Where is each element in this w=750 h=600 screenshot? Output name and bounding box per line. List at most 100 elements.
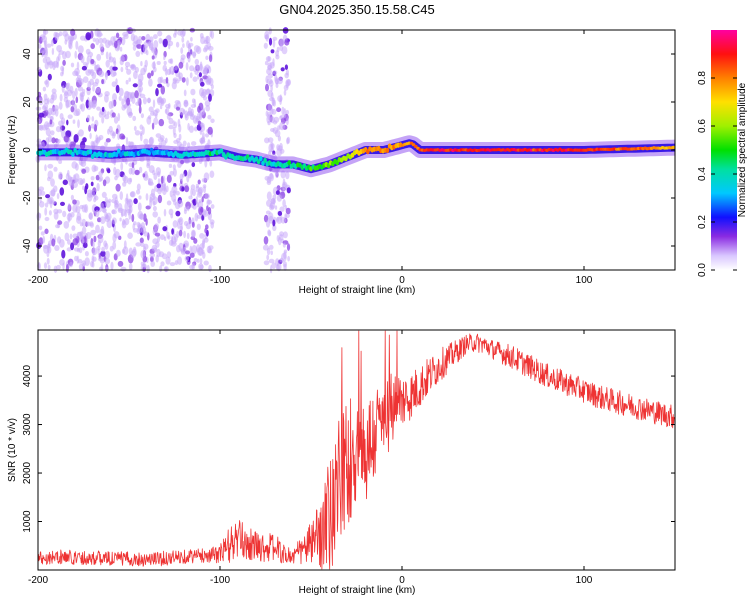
noise-blob — [204, 44, 209, 51]
noise-blob — [199, 233, 205, 239]
noise-blob — [38, 237, 44, 246]
noise-blob — [286, 117, 289, 126]
noise-blob — [197, 188, 203, 196]
noise-blob — [182, 28, 186, 37]
noise-blob — [117, 112, 121, 122]
noise-blob — [281, 106, 285, 115]
noise-blob — [173, 198, 177, 206]
noise-blob — [183, 230, 187, 239]
noise-blob — [157, 216, 161, 224]
noise-blob — [124, 217, 130, 226]
noise-blob — [186, 232, 190, 240]
noise-blob — [268, 258, 275, 264]
noise-blob — [156, 97, 162, 104]
noise-blob — [77, 45, 84, 54]
noise-blob — [198, 72, 202, 78]
noise-blob — [58, 174, 62, 180]
noise-blob — [43, 29, 47, 37]
noise-blob — [121, 248, 126, 254]
noise-blob — [267, 56, 271, 62]
noise-blob — [89, 189, 96, 198]
noise-blob — [150, 260, 155, 267]
noise-blob — [72, 119, 76, 124]
noise-blob — [111, 209, 116, 215]
noise-blob — [104, 72, 109, 78]
noise-blob — [39, 47, 46, 55]
noise-blob — [279, 94, 282, 103]
noise-blob — [196, 214, 202, 219]
noise-blob — [177, 256, 183, 265]
noise-blob — [142, 97, 147, 105]
spectrogram-ridge-layer — [33, 135, 680, 178]
colorbar-label: Normalized spectral amplitude — [737, 82, 748, 217]
colorbar-tick-label: 0.6 — [697, 119, 708, 133]
noise-blob — [274, 205, 278, 210]
noise-blob — [150, 188, 156, 198]
noise-blob — [43, 93, 48, 101]
noise-blob — [51, 137, 56, 144]
noise-blob — [178, 76, 182, 82]
noise-blob — [155, 254, 159, 263]
noise-blob — [90, 58, 95, 65]
noise-blob — [45, 79, 50, 88]
noise-blob — [83, 242, 88, 249]
noise-blob — [72, 238, 79, 246]
noise-blob — [191, 141, 197, 146]
noise-blob — [92, 241, 95, 248]
noise-blob — [181, 77, 186, 83]
noise-blob — [38, 186, 45, 192]
noise-blob — [64, 33, 70, 42]
noise-blob — [202, 132, 205, 140]
noise-blob — [44, 44, 48, 53]
snr-line-layer — [37, 330, 676, 570]
noise-blob — [175, 210, 181, 217]
noise-blob — [183, 109, 186, 115]
noise-blob — [132, 83, 138, 88]
noise-blob — [194, 64, 199, 70]
noise-blob — [159, 265, 163, 273]
noise-blob — [207, 199, 213, 205]
noise-blob — [47, 264, 51, 270]
noise-blob — [179, 173, 184, 182]
noise-blob — [206, 245, 212, 254]
noise-blob — [41, 124, 48, 131]
noise-blob — [47, 134, 52, 143]
noise-blob — [96, 53, 102, 61]
noise-blob — [101, 191, 107, 198]
noise-blob — [62, 59, 66, 66]
noise-blob — [120, 162, 124, 171]
noise-blob — [38, 225, 43, 231]
noise-blob — [51, 47, 55, 56]
noise-blob — [122, 104, 129, 109]
noise-blob — [286, 136, 291, 144]
noise-blob — [152, 66, 157, 73]
noise-blob — [136, 189, 141, 195]
noise-blob — [77, 177, 84, 186]
noise-blob — [45, 127, 51, 137]
noise-blob — [70, 62, 75, 68]
noise-blob — [65, 99, 70, 109]
noise-blob — [120, 66, 124, 73]
noise-blob — [48, 210, 52, 216]
noise-blob — [56, 62, 59, 69]
noise-blob — [168, 124, 174, 130]
noise-blob — [94, 64, 99, 71]
noise-blob — [152, 169, 156, 176]
noise-blob — [166, 174, 172, 183]
noise-blob — [263, 236, 269, 245]
noise-blob — [169, 170, 174, 176]
noise-blob — [163, 208, 167, 217]
noise-blob — [119, 46, 123, 52]
noise-blob — [162, 38, 168, 48]
x-tick-label: 100 — [576, 275, 593, 286]
noise-blob — [206, 205, 209, 212]
noise-blob — [90, 229, 97, 236]
noise-blob — [280, 114, 286, 119]
noise-blob — [160, 261, 165, 267]
noise-blob — [125, 193, 129, 203]
snr-panel: -200 -100 0 100 1000 2000 3000 4000 Height of s… — [7, 329, 676, 596]
noise-blob — [107, 111, 110, 116]
noise-blob — [124, 61, 131, 68]
noise-blob — [68, 40, 72, 49]
x-tick-label: -100 — [210, 575, 230, 586]
